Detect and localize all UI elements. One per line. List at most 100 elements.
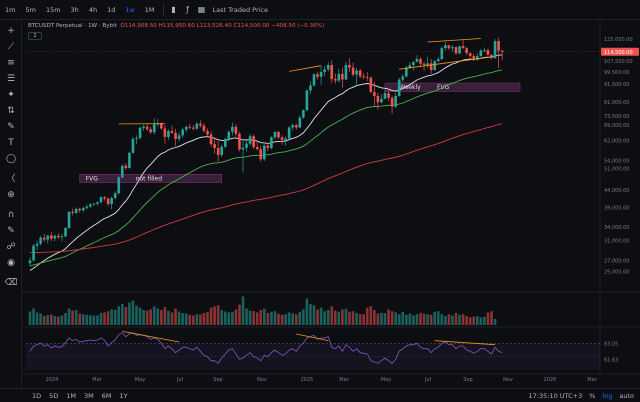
volume-bar [145,310,149,325]
tf-1d[interactable]: 1d [107,5,116,14]
trendline-icon[interactable]: ⟋ [7,41,15,52]
candle-body [291,125,294,128]
indicators-icon[interactable]: ƒ [186,5,189,14]
lock-draw-icon[interactable]: ✎ [7,225,15,236]
zoom-icon[interactable]: ⊕ [7,189,15,200]
volume-bar [458,314,461,325]
candle-body [344,64,348,80]
chart-area[interactable]: FVG not filled Weekly FVG 125,000.00 107,500… [22,20,640,388]
candle-body [309,85,312,91]
volume-bar [412,315,415,325]
time-tick-label: Mar [339,377,349,383]
layout-icon[interactable]: ▦ [197,5,206,14]
tf-3h[interactable]: 3h [70,5,79,14]
log-toggle[interactable]: log [602,392,613,400]
volume-bar [436,311,440,325]
ema-long-line [29,123,503,254]
candle-body [355,70,358,75]
candle-body [96,202,99,204]
time-tick-label: Mar [92,377,102,383]
ruler-icon[interactable]: 〈 [6,173,16,184]
crosshair-icon[interactable]: + [7,25,15,36]
volume-bar [131,300,135,325]
magnet-icon[interactable]: ∩ [7,209,15,220]
volume-bar [220,310,223,325]
candle-type-icon[interactable]: ▮ [171,5,176,14]
range-1y[interactable]: 1Y [119,391,128,400]
volume-bar [163,307,167,325]
tf-1m[interactable]: 1m [5,5,16,14]
candle-body [422,63,426,65]
volume-bar [50,314,53,325]
tf-5m[interactable]: 5m [25,5,36,14]
volume-bar [305,298,309,325]
candle-body [103,197,106,199]
volume-bar [135,305,138,325]
volume-bar [255,312,259,325]
volume-bar [394,312,397,325]
candle-body [447,45,451,49]
candle-body [245,143,248,148]
trendline [399,56,492,70]
candle-body [99,197,103,203]
volume-bar [216,305,220,325]
projection-icon[interactable]: ⇅ [7,105,15,116]
candle-body [92,203,96,205]
fvg-lower-label: FVG [86,176,99,183]
range-6m[interactable]: 6M [101,391,112,400]
volume-bar [92,315,96,325]
volume-bar [326,310,330,325]
candle-body [241,147,245,150]
volume-bar [110,309,113,325]
symbol-name[interactable]: BTCUSDT Perpetual · 1W · Bybit [28,23,117,29]
clock: 17:35:10 UTC+3 [528,392,583,400]
candle-body [213,144,216,149]
candle-body [255,147,259,150]
range-3m[interactable]: 3M [84,391,94,400]
volume-bar [39,313,42,325]
volume-bar [355,313,358,325]
price-tick-label: 25,000.00 [604,270,629,276]
tf-1M[interactable]: 1M [144,5,155,14]
range-5d[interactable]: 5D [49,391,59,400]
volume-bar [426,314,429,325]
time-tick-label: Sep [213,377,222,383]
price-type-selector[interactable]: Last Traded Price [212,5,268,14]
horizontal-lines-icon[interactable]: ≡ [7,57,15,68]
candle-body [405,67,408,77]
volume-bar [85,314,89,325]
time-axis[interactable]: 2024 Mar May Jul Sep Nov 2025 Mar May Jul Sep Nov 20… [46,377,598,383]
range-1m[interactable]: 1M [66,391,77,400]
candle-body [365,77,369,78]
volume-bar [213,306,216,325]
text-icon[interactable]: T [8,137,14,148]
volume-bar [206,311,209,325]
eye-icon[interactable]: ◉ [7,257,15,268]
node-icon[interactable]: ◯ [5,153,17,164]
tf-15m[interactable]: 15m [45,5,61,14]
volume-bar [408,313,412,325]
candle-body [277,132,280,138]
volume-bar [252,311,255,325]
fib-icon[interactable]: ☰ [6,73,16,84]
brush-icon[interactable]: ✎ [7,121,15,132]
candle-body [394,96,397,107]
indicator-collapse-button[interactable]: 2 [28,32,42,40]
time-tick-label: May [381,377,391,383]
auto-toggle[interactable]: auto [619,392,634,400]
trash-icon[interactable]: ⌫ [4,277,18,288]
candle-body [273,132,277,138]
price-axis[interactable]: 125,000.00 107,500.00 99,500.00 91,500.00 81… [601,37,639,363]
pattern-icon[interactable]: ✦ [7,89,15,100]
percent-toggle[interactable]: % [589,392,596,400]
tf-1w[interactable]: 1w [125,5,135,14]
rsi-band [26,343,600,370]
lock-icon[interactable]: ☍ [6,241,16,252]
trendline [427,38,481,43]
tf-4h[interactable]: 4h [88,5,98,14]
range-1d[interactable]: 1D [32,391,42,400]
volume-bar [483,316,486,325]
volume-bar [113,310,117,325]
candle-body [468,53,472,56]
